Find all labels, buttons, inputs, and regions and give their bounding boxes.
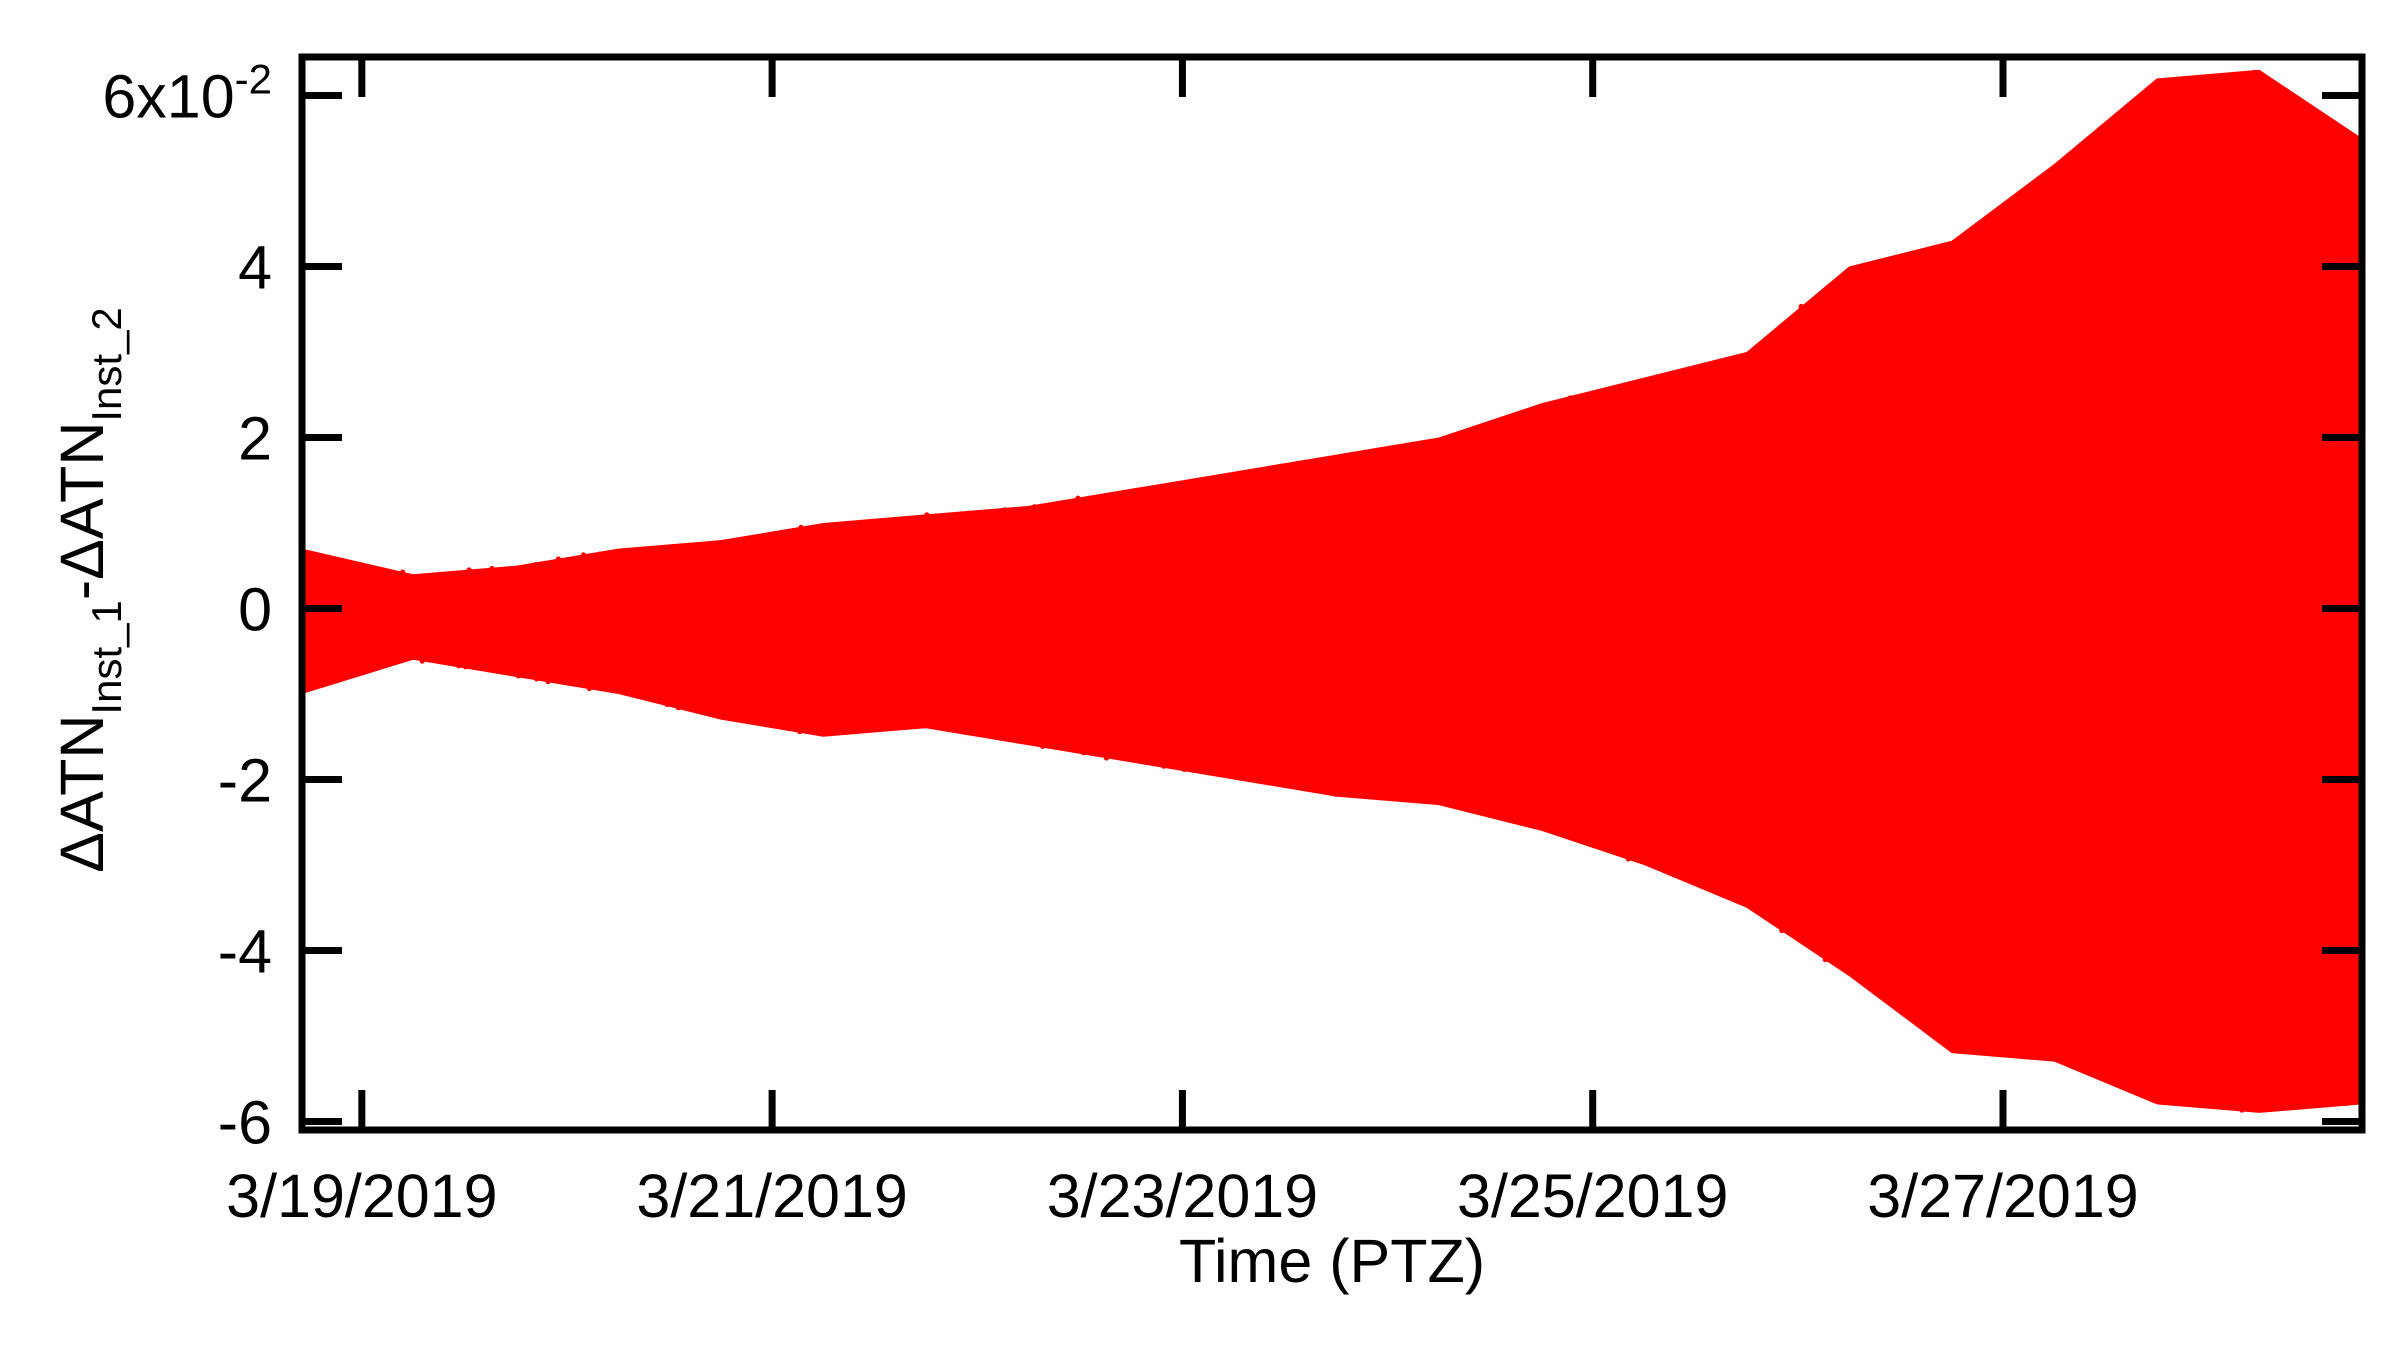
y-tick-label: 4 [238, 233, 272, 301]
y-tick-label: 6x10-2 [102, 55, 272, 130]
tick-layer [302, 57, 2362, 1130]
plot-frame [298, 53, 2366, 1134]
x-tick-label: 3/21/2019 [636, 1162, 907, 1230]
series-layer [299, 69, 2365, 1113]
x-tick-label: 3/25/2019 [1457, 1162, 1728, 1230]
y-title-subscript: Inst_2 [83, 307, 130, 421]
y-title-part: ΔATN [48, 715, 116, 873]
x-axis-title: Time (PTZ) [1179, 1227, 1485, 1295]
y-tick-label: 0 [238, 575, 272, 643]
y-title-subscript: Inst_1 [83, 600, 130, 714]
y-tick-label: -2 [218, 746, 272, 814]
series-line [299, 69, 2365, 1113]
x-tick-label: 3/27/2019 [1867, 1162, 2138, 1230]
y-title-part: -ΔATN [48, 422, 116, 601]
y-tick-label: -6 [218, 1088, 272, 1156]
y-axis-title: ΔATNInst_1-ΔATNInst_2 [48, 307, 130, 873]
x-tick-label: 3/23/2019 [1047, 1162, 1318, 1230]
label-layer: 3/19/2019 3/21/2019 3/23/2019 3/25/2019 3/27… [102, 55, 2138, 1230]
y-tick-label: -4 [218, 917, 272, 985]
y-tick-label: 2 [238, 404, 272, 472]
x-tick-label: 3/19/2019 [226, 1162, 497, 1230]
